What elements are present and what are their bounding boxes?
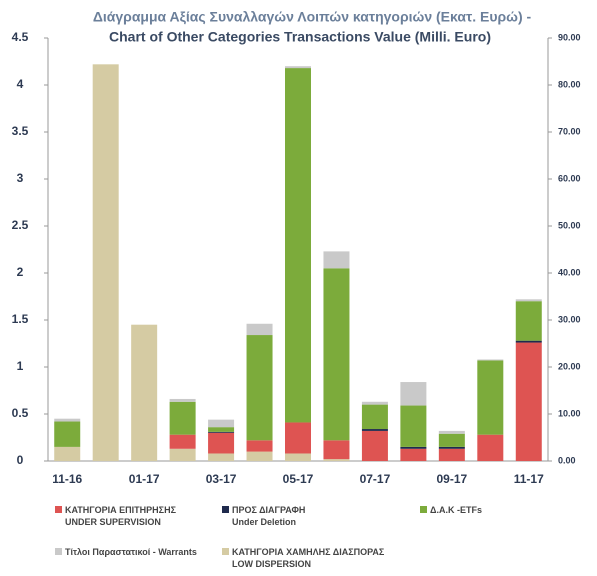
y-tick-label: 0 (17, 453, 24, 467)
bar-segment (323, 440, 350, 460)
bar-segment (400, 382, 427, 406)
legend-entry: ΚΑΤΗΓΟΡΙΑ ΧΑΜΗΛΗΣ ΔΙΑΣΠΟΡΑΣ LOW DISPERSI… (222, 546, 384, 570)
bar-segment (285, 66, 311, 69)
y2-tick-label: 90.00 (558, 32, 581, 42)
y-tick-label: 2.5 (12, 218, 29, 232)
y2-tick-label: 10.00 (558, 408, 581, 418)
bar-segment (438, 430, 465, 434)
bar-segment (361, 404, 388, 430)
bar-segment (477, 359, 504, 361)
legend-label: Τίτλοι Παραστατικοί - Warrants (65, 547, 197, 557)
bar-segment (477, 360, 504, 435)
legend-swatch (55, 506, 62, 513)
legend-swatch (222, 506, 229, 513)
bar-segment (438, 446, 465, 449)
y2-tick-label: 50.00 (558, 220, 581, 230)
bar-segment (208, 419, 235, 428)
legend-swatch (222, 548, 229, 555)
bar-segment (323, 459, 350, 461)
bar-segment (169, 434, 196, 449)
bar-segment (92, 64, 119, 461)
y-tick-label: 1.5 (12, 312, 29, 326)
bar-segment (400, 405, 427, 447)
y2-tick-label: 70.00 (558, 126, 581, 136)
bar-segment (246, 335, 273, 441)
bar-segment (323, 251, 350, 269)
bar-segment (285, 453, 311, 461)
y2-tick-label: 40.00 (558, 267, 581, 277)
x-tick-label: 03-17 (206, 472, 237, 486)
bar-segment (438, 448, 465, 461)
x-tick-label: 01-17 (129, 472, 160, 486)
y-tick-label: 3.5 (12, 124, 29, 138)
bar-segment (246, 323, 273, 336)
bar-segment (131, 324, 158, 461)
bar-segment (438, 433, 465, 447)
legend-swatch (420, 506, 427, 513)
bar-segment (169, 448, 196, 461)
bar-segment (361, 401, 388, 405)
legend-entry: Τίτλοι Παραστατικοί - Warrants (55, 546, 197, 558)
bar-segment (208, 427, 235, 432)
y-tick-label: 4.5 (12, 30, 29, 44)
x-tick-label: 05-17 (283, 472, 314, 486)
legend-label: ΠΡΟΣ ΔΙΑΓΡΑΦΗ Under Deletion (232, 505, 306, 527)
bar-segment (208, 431, 235, 433)
legend-label: ΚΑΤΗΓΟΡΙΑ ΕΠΙΤΗΡΗΣΗΣ UNDER SUPERVISION (65, 505, 176, 527)
legend-label: ΚΑΤΗΓΟΡΙΑ ΧΑΜΗΛΗΣ ΔΙΑΣΠΟΡΑΣ LOW DISPERSI… (232, 547, 385, 569)
bar-segment (400, 446, 427, 449)
y2-tick-label: 80.00 (558, 79, 581, 89)
y-tick-label: 1 (17, 359, 24, 373)
chart-title: Διάγραμμα Αξίας Συναλλαγών Λοιπών κατηγο… (93, 9, 532, 25)
bar-segment (54, 418, 81, 422)
bar-segment (477, 434, 504, 461)
y-tick-label: 3 (17, 171, 24, 185)
x-tick-label: 09-17 (436, 472, 467, 486)
bar-segment (246, 451, 273, 461)
x-tick-label: 07-17 (360, 472, 391, 486)
x-tick-label: 11-17 (514, 472, 544, 486)
y-tick-label: 4 (17, 77, 24, 91)
bar-segment (323, 268, 350, 441)
bar-segment (515, 342, 542, 461)
bar-segment (515, 340, 542, 343)
bar-segment (54, 421, 81, 447)
bar-segment (361, 430, 388, 461)
bar-segment (285, 422, 311, 454)
legend-entry: ΠΡΟΣ ΔΙΑΓΡΑΦΗ Under Deletion (222, 504, 305, 528)
y2-tick-label: 0.00 (558, 455, 576, 465)
y-tick-label: 0.5 (12, 406, 29, 420)
bar-segment (208, 453, 235, 461)
chart-subtitle: Chart of Other Categories Transactions V… (109, 29, 491, 45)
legend-entry: ΚΑΤΗΓΟΡΙΑ ΕΠΙΤΗΡΗΣΗΣ UNDER SUPERVISION (55, 504, 176, 528)
bar-segment (515, 299, 542, 302)
bar-segment (285, 68, 311, 423)
bar-segment (169, 401, 196, 435)
legend-entry: Δ.Α.Κ -ETFs (420, 504, 482, 516)
x-tick-label: 11-16 (52, 472, 82, 486)
bar-segment (246, 440, 273, 452)
bar-segment (400, 448, 427, 461)
bar-segment (169, 398, 196, 402)
bar-segment (515, 301, 542, 341)
y2-tick-label: 30.00 (558, 314, 581, 324)
bar-segment (54, 446, 81, 461)
y2-tick-label: 20.00 (558, 361, 581, 371)
y2-tick-label: 60.00 (558, 173, 581, 183)
y-tick-label: 2 (17, 265, 24, 279)
legend-label: Δ.Α.Κ -ETFs (430, 505, 482, 515)
legend-swatch (55, 548, 62, 555)
bar-segment (361, 429, 388, 431)
bar-segment (208, 432, 235, 454)
